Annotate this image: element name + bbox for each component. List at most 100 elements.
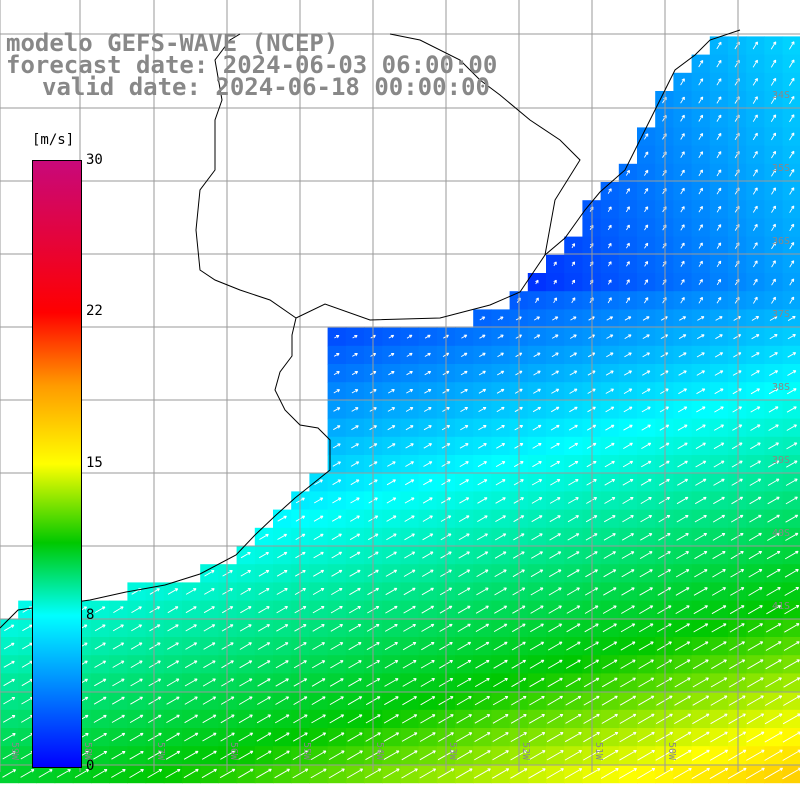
wind-arrow <box>3 660 15 668</box>
wind-arrow <box>603 515 616 523</box>
wind-arrow <box>642 370 651 376</box>
wind-arrow <box>333 371 340 376</box>
wind-arrow <box>716 78 722 86</box>
wind-arrow <box>347 732 363 742</box>
wind-arrow <box>455 750 473 761</box>
wind-arrow <box>349 569 361 577</box>
wind-arrow <box>789 242 795 250</box>
wind-arrow <box>148 696 162 705</box>
wind-arrow <box>752 59 758 68</box>
wind-arrow <box>329 714 345 724</box>
wind-arrow <box>710 677 728 688</box>
wind-arrow <box>695 442 706 450</box>
wind-arrow <box>529 677 545 688</box>
wind-arrow <box>530 569 544 578</box>
wind-arrow <box>730 550 744 560</box>
wind-arrow <box>458 533 470 541</box>
wind-arrow <box>112 660 125 668</box>
wind-arrow <box>548 623 563 633</box>
wind-arrow <box>789 41 795 50</box>
wind-arrow <box>582 768 601 779</box>
wind-arrow <box>422 515 433 522</box>
wind-arrow <box>549 497 561 504</box>
wind-arrow <box>659 424 670 431</box>
wind-arrow <box>166 678 180 687</box>
wind-arrow <box>333 425 341 431</box>
wind-arrow <box>479 352 486 357</box>
wind-arrow <box>571 243 576 249</box>
wind-arrow <box>785 514 799 523</box>
wind-arrow <box>494 569 507 577</box>
wind-arrow <box>494 551 507 559</box>
wind-arrow <box>402 678 417 687</box>
wind-arrow <box>674 695 691 706</box>
wind-arrow <box>549 515 561 523</box>
wind-arrow <box>745 767 765 780</box>
wind-arrow <box>437 768 455 779</box>
wind-arrow <box>239 624 252 632</box>
wind-arrow <box>474 714 491 724</box>
wind-arrow <box>20 769 35 778</box>
wind-arrow <box>3 696 16 705</box>
wind-arrow <box>258 588 270 595</box>
wind-arrow <box>457 641 472 651</box>
wind-arrow <box>497 334 504 339</box>
wind-arrow <box>568 479 579 486</box>
wind-arrow <box>423 425 432 431</box>
wind-arrow <box>656 641 672 651</box>
wind-arrow <box>711 605 727 615</box>
wind-arrow <box>644 151 649 158</box>
wind-arrow <box>680 96 685 104</box>
wind-arrow <box>709 749 729 761</box>
wind-arrow <box>716 260 722 268</box>
wind-arrow <box>601 749 619 761</box>
wind-arrow <box>3 678 15 687</box>
wind-arrow <box>673 767 692 779</box>
wind-arrow <box>642 334 650 339</box>
wind-arrow <box>496 443 506 449</box>
wind-arrow <box>786 388 797 395</box>
wind-arrow <box>660 370 669 376</box>
wind-arrow <box>2 733 16 742</box>
wind-arrow <box>130 678 143 687</box>
wind-arrow <box>605 388 614 394</box>
wind-arrow <box>350 479 360 486</box>
wind-arrow <box>94 606 106 613</box>
wind-arrow <box>456 714 472 724</box>
wind-arrow <box>771 187 776 195</box>
wind-arrow <box>422 533 434 541</box>
wind-arrow <box>692 695 710 706</box>
wind-arrow <box>165 750 181 760</box>
wind-arrow <box>384 696 399 706</box>
wind-arrow <box>768 424 779 431</box>
lon-label: 53W <box>447 742 458 761</box>
wind-arrow <box>457 605 471 614</box>
wind-arrow <box>530 605 544 614</box>
wind-speed-cells <box>0 36 800 784</box>
wind-arrow <box>548 587 562 596</box>
wind-arrow <box>639 569 653 578</box>
wind-arrow <box>607 297 612 304</box>
wind-arrow <box>712 514 726 523</box>
wind-arrow <box>787 334 796 340</box>
wind-arrow <box>673 731 692 743</box>
wind-arrow <box>716 278 722 286</box>
wind-arrow <box>129 768 144 778</box>
wind-arrow <box>716 59 722 68</box>
wind-arrow <box>313 551 324 559</box>
wind-arrow <box>257 678 271 687</box>
wind-arrow <box>752 41 758 50</box>
wind-arrow <box>351 389 359 394</box>
wind-arrow <box>679 316 687 321</box>
wind-arrow <box>789 114 795 123</box>
wind-arrow <box>401 732 418 742</box>
wind-arrow <box>767 460 780 468</box>
wind-arrow <box>313 515 324 522</box>
wind-arrow <box>423 407 432 412</box>
wind-arrow <box>731 442 743 450</box>
wind-arrow <box>680 133 685 140</box>
wind-arrow <box>404 497 415 504</box>
wind-arrow <box>655 767 674 779</box>
wind-arrow <box>569 406 578 413</box>
wind-arrow <box>784 605 800 615</box>
